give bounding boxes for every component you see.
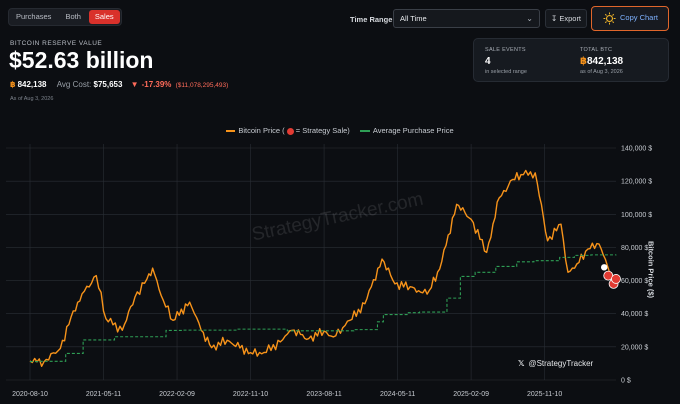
sale-events-stat: SALE EVENTS 4 in selected range [485, 47, 527, 75]
export-label: Export [559, 14, 582, 23]
total-btc-value-row: ฿842,138 [580, 56, 623, 67]
chevron-down-icon: ⌄ [526, 14, 533, 23]
total-btc-value: 842,138 [586, 56, 624, 67]
filter-segmented-control: Purchases Both Sales [8, 8, 122, 26]
btc-amount: 842,138 [17, 80, 47, 89]
sale-marker [611, 274, 621, 284]
sale-marker [600, 264, 608, 271]
time-range-value: All Time [400, 14, 427, 23]
y-tick-label: 60,000 $ [621, 278, 648, 285]
time-range-select[interactable]: All Time ⌄ [393, 9, 540, 28]
reserve-stats: ฿ 842,138 Avg Cost: $75,653 ▼ -17.39% ($11… [10, 80, 228, 89]
total-btc-sub: as of Aug 3, 2026 [580, 69, 623, 75]
reserve-value: $52.63 billion [9, 47, 154, 73]
y-axis-title: Bitcoin Price ($) [646, 240, 656, 299]
sale-marker-icon [286, 127, 294, 135]
total-btc-label: TOTAL BTC [580, 47, 613, 53]
legend-price-suffix: = Strategy Sale) [295, 126, 350, 135]
export-button[interactable]: ↧ Export [545, 9, 587, 28]
legend-avg-label: Average Purchase Price [372, 126, 454, 135]
change-usd: ($11,078,295,493) [175, 82, 229, 89]
change-percent: -17.39% [141, 80, 172, 89]
chart-legend: Bitcoin Price ( = Strategy Sale) Average… [0, 126, 680, 135]
bitcoin-icon: ฿ [10, 80, 16, 89]
download-icon: ↧ [550, 14, 558, 23]
y-tick-label: 100,000 $ [621, 212, 652, 219]
twitter-handle: 𝕏 @StrategyTracker [518, 359, 593, 368]
handle-text: @StrategyTracker [528, 359, 594, 368]
y-tick-label: 80,000 $ [621, 245, 648, 252]
legend-price-swatch [226, 130, 236, 133]
copy-chart-label: Copy Chart [620, 13, 658, 22]
bitcoin-icon: ฿ [580, 56, 587, 67]
filter-purchases-button[interactable]: Purchases [16, 12, 52, 21]
sale-events-value: 4 [485, 56, 491, 67]
y-tick-label: 120,000 $ [621, 179, 652, 186]
time-range-label: Time Range: [350, 15, 395, 24]
stats-panel: SALE EVENTS 4 in selected range TOTAL BT… [473, 38, 669, 82]
avg-cost-value: $75,653 [93, 80, 123, 89]
total-btc-stat: TOTAL BTC ฿842,138 as of Aug 3, 2026 [580, 47, 623, 75]
filter-both-button[interactable]: Both [65, 12, 81, 21]
y-tick-label: 20,000 $ [621, 344, 648, 351]
down-arrow-icon: ▼ [130, 80, 139, 89]
x-logo-icon: 𝕏 [518, 359, 525, 368]
series-line-bitcoin-price [29, 169, 617, 368]
avg-cost-label: Avg Cost: [56, 80, 92, 89]
x-tick-label: 2025-02-09 [453, 391, 489, 398]
x-tick-label: 2024-05-11 [380, 391, 415, 398]
sale-events-sub: in selected range [485, 69, 527, 75]
x-tick-label: 2021-05-11 [86, 391, 121, 398]
copy-chart-button[interactable]: Copy Chart [591, 6, 669, 31]
x-tick-label: 2022-02-09 [159, 391, 195, 398]
reserve-label: BITCOIN RESERVE VALUE [10, 40, 103, 47]
as-of-date: As of Aug 3, 2026 [10, 96, 54, 102]
x-tick-label: 2023-08-11 [306, 391, 341, 398]
legend-price-label: Bitcoin Price ( [238, 126, 285, 135]
y-tick-label: 0 $ [621, 378, 631, 385]
sale-events-label: SALE EVENTS [485, 47, 526, 53]
x-tick-label: 2020-08-10 [12, 391, 48, 398]
x-tick-label: 2025-11-10 [527, 391, 562, 398]
y-tick-label: 40,000 $ [621, 311, 648, 318]
camera-icon [603, 12, 616, 25]
y-tick-label: 140,000 $ [621, 146, 652, 153]
filter-sales-button[interactable]: Sales [88, 10, 120, 24]
series-line-average-purchase-price [30, 254, 617, 363]
legend-avg-swatch [359, 130, 370, 133]
x-tick-label: 2022-11-10 [233, 391, 268, 398]
